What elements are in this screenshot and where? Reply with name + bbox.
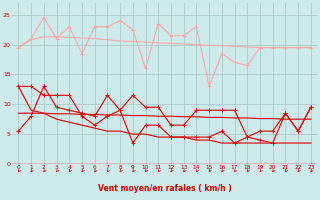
X-axis label: Vent moyen/en rafales ( km/h ): Vent moyen/en rafales ( km/h )	[98, 184, 231, 193]
